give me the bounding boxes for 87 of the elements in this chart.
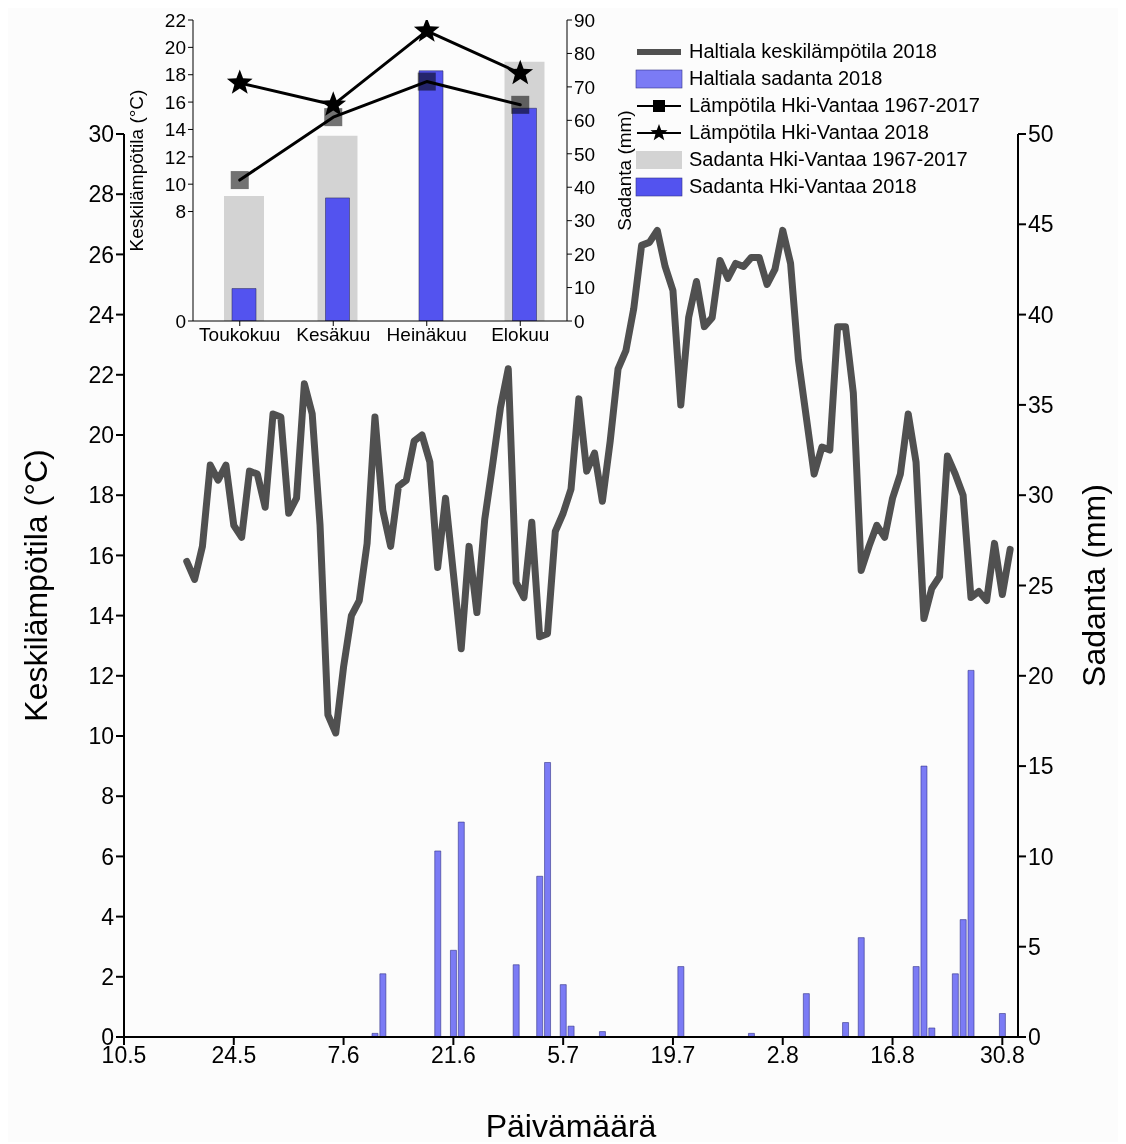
y-tick-label: 26 — [88, 241, 114, 268]
y-tick-label: 22 — [88, 361, 114, 388]
x-tick-label: Toukokuu — [199, 324, 281, 346]
y-tick-label: 14 — [88, 602, 115, 629]
y2-tick-label: 25 — [1028, 572, 1054, 599]
y2-tick-label: 5 — [1028, 933, 1041, 960]
point — [320, 91, 347, 116]
y2-tick-label: 70 — [574, 76, 596, 98]
y-tick-label: 10 — [164, 173, 186, 195]
y2-tick-label: 90 — [574, 9, 596, 31]
y-tick-label: 20 — [164, 37, 186, 59]
y2-tick-label: 40 — [1028, 301, 1054, 328]
y2-tick-label: 30 — [1028, 482, 1054, 509]
legend-label: Lämpötila Hki-Vantaa 1967-2017 — [689, 93, 980, 118]
y-axis-title: Keskilämpötila (°C) — [18, 449, 55, 722]
y2-tick-label: 35 — [1028, 392, 1054, 419]
bar — [434, 850, 442, 1037]
bar — [857, 937, 865, 1037]
x-tick-label: 24.5 — [211, 1042, 257, 1069]
x-tick-label: 5.7 — [547, 1042, 580, 1069]
y2-tick-label: 20 — [1028, 662, 1054, 689]
bar — [231, 288, 257, 321]
y2-tick-label: 50 — [574, 143, 596, 165]
y-tick-label: 24 — [88, 301, 115, 328]
y-tick-label: 20 — [88, 422, 114, 449]
bar — [325, 197, 350, 321]
x-tick-label: 21.6 — [430, 1042, 476, 1069]
y2-tick-label: 10 — [1028, 843, 1054, 870]
y2-tick-label: 30 — [574, 210, 596, 232]
legend-label: Haltiala sadanta 2018 — [689, 66, 883, 91]
y2-tick-label: 60 — [574, 110, 596, 132]
y-tick-label: 16 — [164, 91, 186, 113]
y-tick-label: 12 — [88, 662, 114, 689]
legend-label: Haltiala keskilämpötila 2018 — [689, 39, 937, 64]
x-tick-label: Elokuu — [491, 324, 550, 346]
point — [413, 20, 440, 42]
y-tick-label: 18 — [88, 482, 114, 509]
y2-tick-label: 15 — [1028, 753, 1054, 780]
y2-axis-title: Sadanta (mm) — [1076, 484, 1113, 687]
bar — [999, 1013, 1006, 1037]
x-tick-label: 19.7 — [650, 1042, 696, 1069]
y-tick-label: 28 — [88, 181, 114, 208]
x-tick-label: Heinäkuu — [386, 324, 467, 346]
legend-label: Lämpötila Hki-Vantaa 2018 — [689, 120, 929, 145]
y-tick-label: 0 — [175, 310, 186, 332]
point — [507, 59, 534, 85]
x-tick-label: 7.6 — [327, 1042, 360, 1069]
legend-label: Sadanta Hki-Vantaa 2018 — [689, 174, 917, 199]
y-tick-label: 2 — [101, 963, 114, 990]
y-axis-title: Keskilämpötila (°C) — [125, 89, 147, 252]
y-tick-label: 30 — [88, 121, 114, 148]
bar — [599, 1031, 606, 1037]
legend-label: Sadanta Hki-Vantaa 1967-2017 — [689, 147, 968, 172]
x-tick-label: Kesäkuu — [296, 324, 371, 346]
x-tick-label: 16.8 — [870, 1042, 915, 1069]
bar — [803, 993, 810, 1037]
y-tick-label: 22 — [164, 9, 186, 31]
bar — [418, 70, 444, 321]
bar — [677, 966, 685, 1037]
x-axis-title: Päivämäärä — [485, 1108, 657, 1144]
y2-axis-title: Sadanta (mm) — [613, 110, 635, 231]
y-tick-label: 14 — [164, 119, 187, 141]
bar — [512, 964, 520, 1037]
y-tick-label: 16 — [88, 542, 114, 569]
x-tick-label: 30.8 — [979, 1042, 1025, 1069]
point — [230, 171, 249, 190]
y-tick-label: 8 — [101, 783, 114, 810]
y-tick-label: 10 — [88, 723, 114, 750]
y2-tick-label: 0 — [574, 310, 585, 332]
y-tick-label: 4 — [101, 903, 115, 930]
y2-tick-label: 40 — [574, 176, 596, 198]
y-tick-label: 18 — [164, 64, 186, 86]
x-tick-label: 2.8 — [766, 1042, 799, 1069]
y2-tick-label: 45 — [1028, 211, 1054, 238]
y-tick-label: 6 — [101, 843, 114, 870]
y-tick-label: 8 — [175, 201, 186, 223]
bar — [842, 1022, 849, 1037]
point — [417, 72, 436, 91]
y2-tick-label: 0 — [1028, 1024, 1041, 1051]
y2-tick-label: 80 — [574, 43, 596, 65]
y2-tick-label: 50 — [1028, 121, 1054, 148]
point — [226, 69, 253, 94]
point — [511, 95, 530, 114]
y-tick-label: 12 — [164, 146, 186, 168]
y2-tick-label: 20 — [574, 243, 596, 265]
bar — [512, 107, 537, 321]
y2-tick-label: 10 — [574, 277, 596, 299]
